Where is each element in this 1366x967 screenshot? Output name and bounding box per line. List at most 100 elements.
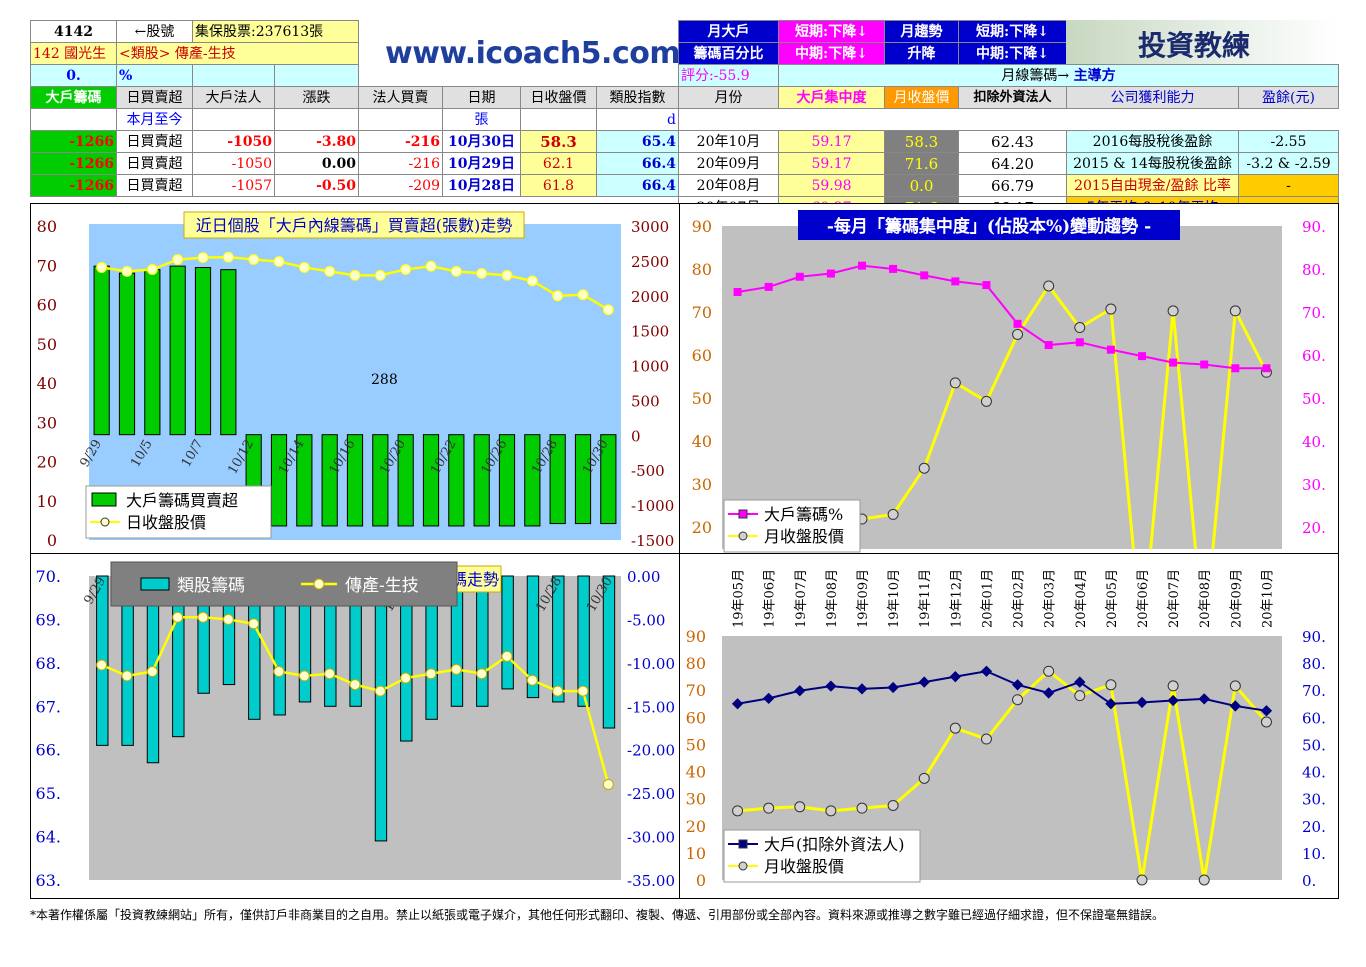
price-point	[918, 772, 930, 784]
price-point	[980, 395, 992, 407]
y-left-tick: 70	[692, 303, 712, 322]
big-holder-value: -1266	[30, 130, 117, 153]
x-tick-label: 19年12月	[949, 569, 964, 628]
bar	[270, 434, 288, 527]
price-point	[602, 304, 614, 316]
price-point	[96, 261, 108, 273]
chart-pane-ex-foreign: 19年05月 19年06月 19年07月 19年08月 19年09月 19年10月 19年1…	[679, 553, 1339, 899]
chip-percent-label: 籌碼百分比	[678, 42, 779, 65]
sub-empty-3	[274, 108, 359, 131]
annotation: 288	[371, 372, 398, 388]
y-right-tick: 30.	[1302, 791, 1326, 809]
y-right-tick: 10.	[1302, 845, 1326, 863]
y-right-tick: -35.00	[627, 872, 675, 890]
date-value: 10月29日	[442, 152, 521, 175]
concentration-point	[826, 269, 835, 278]
concentration-point	[889, 264, 898, 273]
price-point	[949, 377, 961, 389]
monthly-concentration-chart: 90 80 70 60 50 40 30 20 90. 80. 70. 60. 50. 40. 30. 20.…	[692, 210, 1326, 553]
month-value: 20年10月	[678, 130, 779, 153]
concentration-point	[1075, 338, 1084, 347]
price-point	[146, 263, 158, 275]
concentration-point	[733, 287, 742, 296]
ex-foreign-point	[887, 681, 899, 694]
col-header-right-4: 公司獲利能力	[1066, 86, 1239, 109]
bar	[374, 575, 388, 842]
bar	[372, 434, 389, 527]
bar	[476, 575, 489, 707]
y-right-tick: 60.	[1302, 709, 1326, 727]
y-right-tick: 90.	[1302, 628, 1326, 646]
x-tick-label: 20年07月	[1167, 569, 1182, 628]
y-left-tick: 0	[47, 531, 57, 550]
price-point	[732, 805, 744, 817]
website-url[interactable]: www.icoach5.com	[385, 36, 681, 71]
x-tick-label: 20年06月	[1136, 569, 1151, 628]
price-point	[425, 260, 437, 272]
price-point	[121, 265, 133, 277]
sector-name: <類股> 傳產-生技	[116, 42, 359, 65]
title-box	[798, 210, 1180, 240]
price-point	[1043, 665, 1055, 677]
col-header-right-3: 扣除外資法人	[958, 86, 1067, 109]
y-left-tick: 70	[686, 681, 706, 700]
brand-logo: 投資教練	[1066, 20, 1338, 64]
sub-month-to-date: 本月至今	[116, 108, 193, 131]
y-right-tick: 50.	[1302, 390, 1326, 408]
month-value: 20年09月	[678, 152, 779, 175]
legend-marker	[738, 861, 748, 871]
price-point	[476, 267, 488, 279]
y-right-tick: -1500	[631, 532, 674, 550]
inst-value: -1057	[192, 174, 275, 197]
big-holder-value: -1266	[30, 174, 117, 197]
col-header-left-0: 大戶籌碼	[30, 86, 117, 109]
bar	[577, 575, 590, 707]
pct-value: 0.	[30, 64, 117, 87]
legend-box	[723, 499, 861, 553]
sector-index-point	[400, 672, 412, 684]
legend-marker	[738, 531, 748, 541]
price-point	[1105, 679, 1117, 691]
pct-unit: %	[116, 64, 193, 87]
sector-index-point	[96, 659, 108, 671]
ex-foreign-point	[1136, 696, 1148, 709]
col-header-left-5: 日期	[442, 86, 521, 109]
column-subheaders: 本月至今 張 d	[30, 108, 1339, 131]
y-left-tick: 70.	[36, 567, 61, 586]
y-left-tick: 90	[686, 627, 706, 646]
concentration-point	[1013, 319, 1022, 328]
legend-label: 月收盤股價	[764, 857, 844, 876]
sector-index-point	[172, 611, 184, 623]
price-point	[1229, 680, 1241, 692]
y-left-tick: 20	[37, 453, 57, 472]
sub-empty-4	[358, 108, 443, 131]
price-point	[450, 265, 462, 277]
y-left-tick: 20	[692, 518, 712, 537]
y-left-tick: 80	[692, 260, 712, 279]
legend-marker	[100, 517, 110, 527]
y-right-tick: 1000	[631, 358, 669, 376]
sector-index-point	[602, 778, 614, 790]
bar	[600, 434, 617, 525]
bar	[321, 434, 338, 527]
y-right-tick: 2000	[631, 288, 669, 306]
concentration-point	[764, 282, 773, 291]
price-point	[794, 801, 806, 813]
concentration-point	[951, 277, 960, 286]
sector-index-point	[298, 670, 310, 682]
y-right-tick: -20.00	[627, 742, 675, 760]
inst-value: -1050	[192, 152, 275, 175]
plot-area	[722, 226, 1282, 549]
y-right-tick: 2500	[631, 253, 669, 271]
y-left-tick: 69.	[36, 610, 61, 629]
col-header-right-2: 月收盤價	[884, 86, 959, 109]
concentration-point	[920, 271, 929, 280]
x-tick-label: 19年10月	[887, 569, 902, 628]
month-value: 20年08月	[678, 174, 779, 197]
close-value: 61.8	[520, 174, 597, 197]
price-point	[918, 462, 930, 474]
monthly-chip-label: 月線籌碼→	[1001, 67, 1070, 84]
logo-text: 投資教練	[1138, 29, 1251, 62]
price-point	[949, 722, 961, 734]
y-right-tick: 0.00	[627, 568, 660, 586]
